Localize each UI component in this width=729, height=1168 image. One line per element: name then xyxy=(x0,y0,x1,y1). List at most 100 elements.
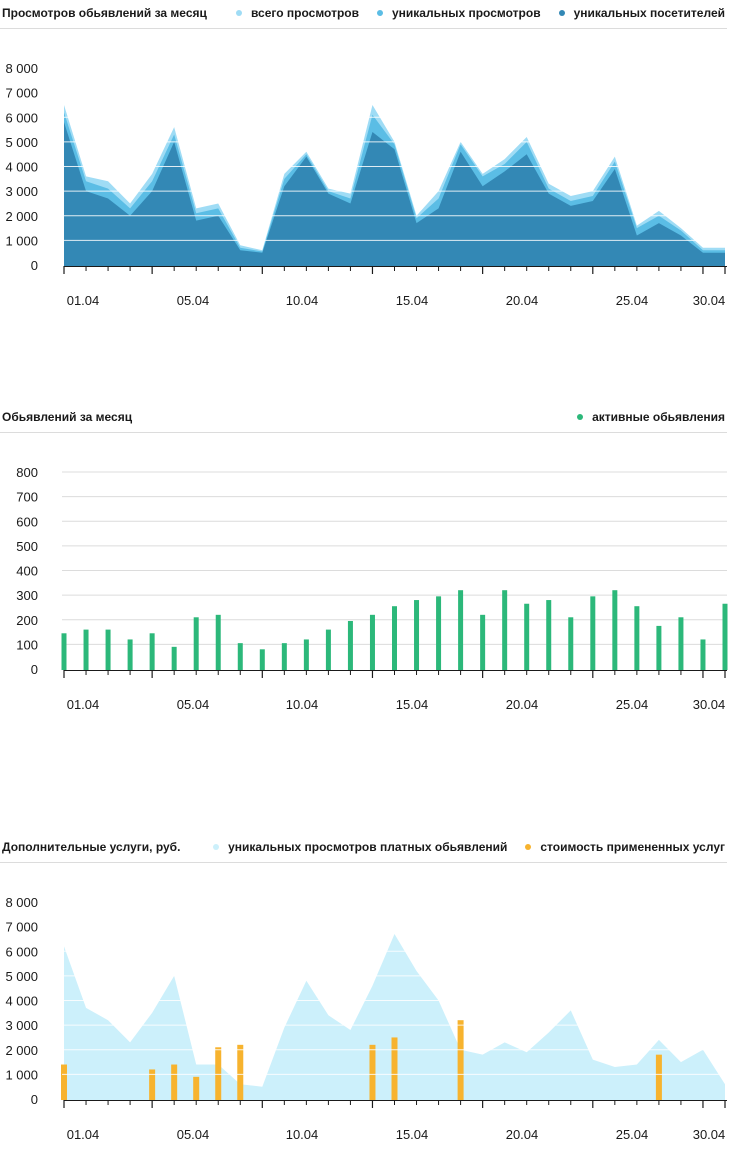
x-tick-label: 30.04 xyxy=(693,1127,726,1142)
bar-27 xyxy=(634,606,640,670)
y-tick-label: 800 xyxy=(16,465,38,480)
area-series-1 xyxy=(64,934,725,1100)
bar-26 xyxy=(612,590,618,670)
y-tick-label: 500 xyxy=(16,539,38,554)
x-tick-label: 10.04 xyxy=(286,697,319,712)
views-area-chart: 8 000 7 000 6 000 5 000 4 000 3 000 2 000 1 000… xyxy=(5,61,727,308)
y-tick-label: 5 000 xyxy=(5,969,38,984)
y-tick-label: 2 000 xyxy=(5,1043,38,1058)
legend-dot-icon xyxy=(235,10,242,16)
x-tick-label: 25.04 xyxy=(616,1127,649,1142)
legend-item-total-views[interactable]: всего просмотров xyxy=(235,6,359,20)
y-tick-label: 6 000 xyxy=(5,110,38,125)
views-legend: всего просмотров уникальных просмотров у… xyxy=(218,6,725,20)
bar-10 xyxy=(259,649,265,670)
legend-item-unique-visitors[interactable]: уникальных посетителей xyxy=(558,6,725,20)
x-tick-label: 01.04 xyxy=(67,1127,100,1142)
bar-21 xyxy=(502,590,508,670)
ads-panel-header: Обьявлений за месяц активные обьявления xyxy=(0,408,727,433)
y-tick-label: 300 xyxy=(16,588,38,603)
bar-16 xyxy=(392,606,397,670)
bar-28 xyxy=(656,625,662,670)
legend-dot-icon xyxy=(213,844,220,850)
bar-7 xyxy=(193,1076,200,1100)
bar-6 xyxy=(171,1064,178,1100)
bar-12 xyxy=(303,639,309,670)
x-tick-label: 25.04 xyxy=(616,293,649,308)
x-tick-label: 20.04 xyxy=(506,293,539,308)
bar-23 xyxy=(546,600,552,670)
bar-14 xyxy=(347,620,353,670)
services-panel: Дополнительные услуги, руб. уникальных п… xyxy=(0,838,729,1168)
legend-label: уникальных просмотров платных обьявлений xyxy=(228,840,508,854)
bar-2 xyxy=(83,629,89,670)
y-tick-label: 4 000 xyxy=(5,160,38,175)
x-tick-label: 20.04 xyxy=(506,1127,539,1142)
views-panel: Просмотров обьявлений за месяц всего про… xyxy=(0,4,729,334)
x-tick-label: 15.04 xyxy=(396,697,429,712)
bar-13 xyxy=(325,629,331,670)
bar-16 xyxy=(391,1037,398,1100)
bar-5 xyxy=(149,1069,156,1100)
x-tick-label: 25.04 xyxy=(616,697,649,712)
bar-28 xyxy=(655,1054,662,1100)
y-tick-label: 8 000 xyxy=(5,895,38,910)
x-tick-label: 30.04 xyxy=(693,293,726,308)
x-tick-label: 05.04 xyxy=(177,697,210,712)
ads-panel: Обьявлений за месяц активные обьявления … xyxy=(0,408,729,738)
legend-dot-icon xyxy=(577,414,584,420)
y-tick-label: 1 000 xyxy=(5,1067,38,1082)
legend-item-unique-views[interactable]: уникальных просмотров xyxy=(377,6,541,20)
legend-dot-icon xyxy=(377,10,383,16)
y-tick-label: 200 xyxy=(16,613,38,628)
y-tick-label: 4 000 xyxy=(5,994,38,1009)
bar-31 xyxy=(722,603,728,670)
ads-chart-title: Обьявлений за месяц xyxy=(2,410,133,424)
y-tick-label: 3 000 xyxy=(5,184,38,199)
x-tick-label: 10.04 xyxy=(286,1127,319,1142)
x-tick-label: 01.04 xyxy=(67,697,100,712)
legend-label: стоимость примененных услуг xyxy=(540,840,725,854)
y-tick-label: 2 000 xyxy=(5,209,38,224)
bar-3 xyxy=(105,629,111,670)
bar-15 xyxy=(369,614,375,670)
y-tick-label: 3 000 xyxy=(5,1018,38,1033)
bar-19 xyxy=(458,590,464,670)
legend-item-paid-views[interactable]: уникальных просмотров платных обьявлений xyxy=(213,840,507,854)
legend-dot-icon xyxy=(525,844,532,850)
bar-15 xyxy=(369,1044,376,1100)
bar-30 xyxy=(700,639,706,670)
services-legend: уникальных просмотров платных обьявлений… xyxy=(195,840,725,854)
bar-19 xyxy=(457,1020,464,1100)
y-tick-label: 400 xyxy=(16,564,38,579)
y-tick-label: 7 000 xyxy=(5,920,38,935)
ads-legend: активные обьявления xyxy=(559,410,725,424)
bar-22 xyxy=(524,603,530,670)
x-tick-label: 15.04 xyxy=(396,293,429,308)
bar-17 xyxy=(414,600,420,670)
bar-18 xyxy=(436,596,442,670)
x-tick-label: 10.04 xyxy=(286,293,319,308)
bar-9 xyxy=(237,643,243,670)
y-tick-label: 600 xyxy=(16,514,38,529)
legend-item-active-ads[interactable]: активные обьявления xyxy=(577,410,725,424)
legend-label: уникальных посетителей xyxy=(573,6,725,20)
bar-25 xyxy=(590,596,596,670)
y-tick-label: 0 xyxy=(31,258,38,273)
views-panel-header: Просмотров обьявлений за месяц всего про… xyxy=(0,4,727,29)
legend-label: всего просмотров xyxy=(250,6,359,20)
bar-4 xyxy=(127,639,133,670)
x-tick-label: 05.04 xyxy=(177,1127,210,1142)
ads-bar-chart: 800 700 600 500 400 300 200 100 0 01.04 05.04 10.04… xyxy=(16,465,728,712)
legend-item-service-cost[interactable]: стоимость примененных услуг xyxy=(525,840,725,854)
bar-1 xyxy=(61,633,67,670)
x-tick-label: 30.04 xyxy=(693,697,726,712)
bar-6 xyxy=(171,646,177,670)
bar-5 xyxy=(149,633,155,670)
y-tick-label: 5 000 xyxy=(5,135,38,150)
x-tick-label: 15.04 xyxy=(396,1127,429,1142)
y-tick-label: 0 xyxy=(31,1092,38,1107)
bar-8 xyxy=(215,1047,222,1100)
bar-20 xyxy=(480,614,486,670)
y-tick-label: 100 xyxy=(16,637,38,652)
